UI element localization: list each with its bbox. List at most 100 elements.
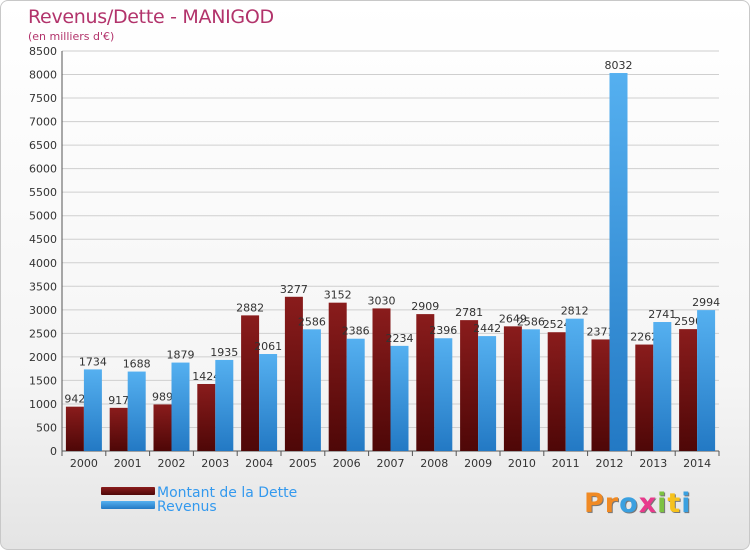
bar-dette	[591, 339, 610, 451]
logo-letter: o	[619, 488, 639, 519]
bar-dette	[109, 407, 128, 451]
data-label-dette: 3152	[324, 289, 352, 302]
bar-revenus	[609, 73, 628, 451]
x-tick-label: 2006	[333, 457, 361, 470]
bar-dette	[328, 302, 347, 451]
legend-label-dette: Montant de la Dette	[157, 485, 298, 501]
proxiti-logo: Proxiti	[584, 488, 692, 519]
x-tick-label: 2008	[420, 457, 448, 470]
data-label-dette: 3030	[368, 294, 396, 307]
data-label-dette: 2371	[587, 325, 615, 338]
bar-revenus	[83, 369, 102, 451]
x-tick-label: 2000	[70, 457, 98, 470]
bar-revenus	[171, 362, 190, 451]
data-label-dette: 2781	[455, 306, 483, 319]
data-label-revenus: 2061	[254, 340, 282, 353]
y-tick-label: 7500	[29, 92, 57, 105]
y-tick-label: 4500	[29, 233, 57, 246]
x-tick-label: 2013	[639, 457, 667, 470]
logo-letter: t	[667, 488, 682, 519]
y-tick-label: 8500	[29, 45, 57, 58]
data-label-dette: 2882	[236, 301, 264, 314]
bar-dette	[197, 383, 216, 451]
bar-revenus	[259, 354, 278, 451]
bar-revenus	[127, 371, 146, 451]
bar-revenus	[302, 329, 321, 451]
bar-dette	[65, 406, 84, 451]
data-label-revenus: 1688	[123, 358, 151, 371]
bar-dette	[416, 314, 435, 451]
x-tick-label: 2014	[683, 457, 711, 470]
y-tick-label: 0	[50, 445, 57, 458]
chart-subtitle: (en milliers d'€)	[28, 30, 115, 43]
data-label-revenus: 2586	[298, 315, 326, 328]
x-tick-label: 2007	[377, 457, 405, 470]
y-tick-label: 3000	[29, 304, 57, 317]
data-label-revenus: 2234	[386, 332, 414, 345]
bar-revenus	[478, 336, 497, 451]
y-tick-label: 4000	[29, 257, 57, 270]
bar-dette	[153, 404, 172, 451]
y-tick-label: 500	[36, 421, 57, 434]
data-label-revenus: 2386	[342, 325, 370, 338]
bar-revenus	[215, 359, 234, 451]
chart-title: Revenus/Dette - MANIGOD	[28, 6, 274, 28]
bar-dette	[503, 326, 522, 451]
y-tick-label: 7000	[29, 116, 57, 129]
data-label-dette: 989	[152, 390, 173, 403]
bar-revenus	[390, 345, 409, 451]
data-label-revenus: 8032	[605, 59, 633, 72]
data-label-revenus: 2396	[429, 324, 457, 337]
data-label-revenus: 1935	[210, 346, 238, 359]
bar-dette	[460, 320, 479, 451]
legend-label-revenus: Revenus	[157, 499, 217, 515]
data-label-dette: 2262	[630, 331, 658, 344]
logo-letter: P	[584, 488, 605, 519]
data-label-revenus: 2442	[473, 322, 501, 335]
data-label-dette: 2590	[674, 315, 702, 328]
logo-letter: r	[604, 488, 620, 519]
bar-revenus	[346, 338, 365, 451]
bar-dette	[679, 329, 698, 451]
data-label-revenus: 2812	[561, 305, 589, 318]
legend-swatch-dette	[101, 487, 155, 495]
y-tick-label: 8000	[29, 69, 57, 82]
data-label-dette: 2649	[499, 312, 527, 325]
bar-revenus	[653, 322, 672, 451]
data-label-dette: 942	[64, 393, 85, 406]
x-tick-label: 2009	[464, 457, 492, 470]
data-label-revenus: 1879	[167, 349, 195, 362]
data-label-revenus: 2586	[517, 315, 545, 328]
bar-dette	[547, 332, 566, 451]
bar-revenus	[565, 318, 584, 451]
data-label-revenus: 2741	[648, 308, 676, 321]
data-label-dette: 917	[108, 394, 129, 407]
logo-letter: i	[681, 488, 692, 519]
y-tick-label: 1000	[29, 398, 57, 411]
x-tick-label: 2005	[289, 457, 317, 470]
bar-dette	[635, 344, 654, 451]
logo-letter: x	[638, 488, 658, 519]
data-label-revenus: 1734	[79, 355, 107, 368]
x-tick-label: 2004	[245, 457, 273, 470]
data-label-dette: 1424	[192, 370, 220, 383]
data-label-revenus: 2994	[692, 296, 720, 309]
y-tick-label: 5500	[29, 186, 57, 199]
y-tick-label: 2500	[29, 327, 57, 340]
x-tick-label: 2002	[158, 457, 186, 470]
y-tick-label: 3500	[29, 280, 57, 293]
bar-revenus	[697, 310, 716, 451]
x-tick-label: 2012	[596, 457, 624, 470]
y-tick-label: 6000	[29, 163, 57, 176]
x-tick-label: 2011	[552, 457, 580, 470]
x-tick-label: 2003	[201, 457, 229, 470]
x-tick-label: 2001	[114, 457, 142, 470]
y-tick-label: 2000	[29, 351, 57, 364]
bar-revenus	[434, 338, 453, 451]
bar-dette	[284, 296, 303, 451]
data-label-dette: 3277	[280, 283, 308, 296]
legend-swatch-revenus	[101, 501, 155, 509]
logo-letter: i	[657, 488, 668, 519]
